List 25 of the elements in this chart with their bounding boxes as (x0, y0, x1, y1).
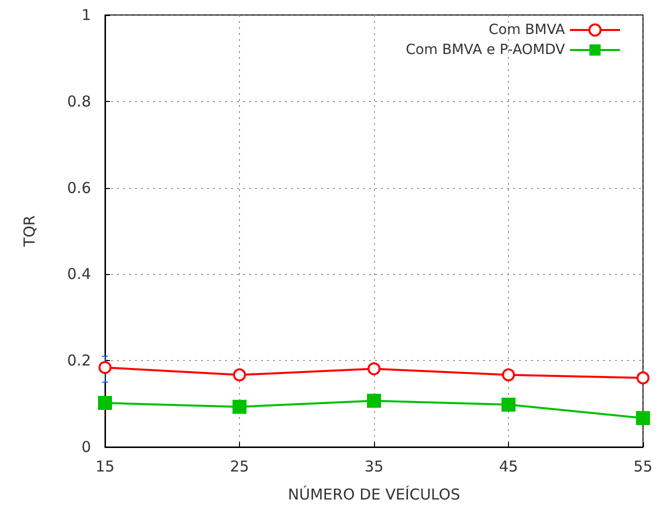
x-tick-label: 45 (498, 458, 518, 476)
y-tick-label: 0 (81, 438, 91, 456)
y-tick-label: 0.8 (67, 92, 91, 110)
x-tick-label: 15 (95, 458, 115, 476)
y-tick-label: 0.6 (67, 178, 91, 197)
x-tick-label: 25 (230, 458, 250, 476)
y-tick-label: 0.4 (67, 265, 91, 284)
x-axis-title: NÚMERO DE VEÍCULOS (288, 486, 460, 504)
point (502, 368, 515, 382)
point (636, 411, 650, 426)
legend-label: Com BMVA (488, 22, 566, 38)
point (367, 394, 381, 408)
point (232, 400, 246, 414)
x-tick-label: 35 (364, 458, 384, 476)
legend-label: Com BMVA e P-AOMDV (406, 42, 566, 58)
x-tick-label: 55 (633, 458, 653, 476)
point (636, 371, 650, 384)
y-tick-label: 0.2 (67, 352, 91, 370)
point (368, 362, 380, 376)
point (98, 396, 112, 410)
point (502, 398, 516, 412)
y-tick-label: 1 (81, 6, 91, 24)
y-axis-title: TQR (20, 215, 38, 248)
point (98, 361, 112, 374)
point (233, 368, 246, 382)
